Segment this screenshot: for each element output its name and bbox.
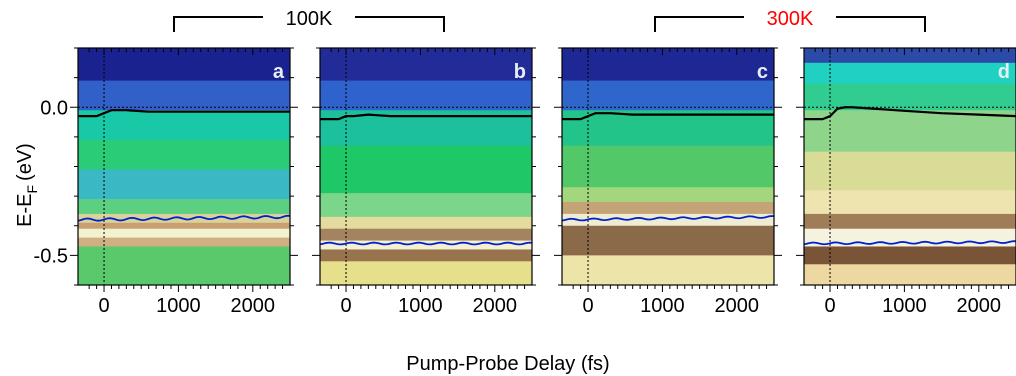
intensity-band (562, 145, 774, 188)
intensity-band (804, 83, 1016, 111)
x-tick-label: 0 (824, 295, 835, 317)
y-axis-title-main: E-E (14, 194, 36, 227)
band-energy-curve (561, 215, 775, 222)
bracket-300K: 300K (654, 8, 926, 32)
x-tick-label: 0 (340, 295, 351, 317)
heatmap-b (320, 48, 532, 285)
intensity-band (320, 193, 532, 218)
x-tick-label: 1000 (882, 295, 927, 317)
intensity-band (320, 261, 532, 285)
intensity-band (78, 237, 290, 248)
intensity-band (320, 216, 532, 230)
panel-letter: c (757, 61, 768, 83)
intensity-band (78, 80, 290, 111)
panel-a: 0 1000 2000 a (70, 47, 298, 317)
y-axis-title: E-EF (eV) (14, 143, 40, 227)
heatmap-c (562, 48, 774, 285)
y-axis-title-unit: (eV) (14, 143, 36, 181)
intensity-band (804, 228, 1016, 248)
intensity-band (320, 228, 532, 242)
intensity-band (562, 213, 774, 227)
intensity-band (804, 48, 1016, 64)
intensity-band (804, 246, 1016, 265)
bracket-left (173, 16, 263, 32)
intensity-band (78, 139, 290, 171)
intensity-band (804, 264, 1016, 285)
panel-d: 0 1000 2000 d (796, 47, 1016, 317)
intensity-band (320, 48, 532, 82)
intensity-band (562, 187, 774, 203)
heatmap-a (78, 48, 290, 285)
intensity-band (562, 110, 774, 147)
temperature-brackets: 100K 300K (173, 8, 926, 32)
bracket-left (654, 16, 744, 32)
intensity-band (562, 48, 774, 82)
intensity-band (562, 225, 774, 256)
intensity-band (562, 80, 774, 111)
intensity-band (320, 240, 532, 251)
intensity-band (78, 110, 290, 141)
intensity-band (804, 110, 1016, 153)
intensity-band (78, 222, 290, 230)
intensity-band (320, 145, 532, 194)
panel-letter: a (273, 61, 285, 83)
peak-energy-curve (78, 109, 290, 118)
peak-energy-curve (320, 113, 532, 121)
x-tick-label: 0 (98, 295, 109, 317)
intensity-band (78, 48, 290, 82)
intensity-band (78, 228, 290, 239)
panel-letter: b (514, 61, 526, 83)
intensity-band (562, 202, 774, 215)
panel-b: 0 1000 2000 b (312, 47, 540, 317)
x-tick-label: 0 (582, 295, 593, 317)
intensity-band (804, 190, 1016, 215)
intensity-band (804, 62, 1016, 85)
panel-letter: d (998, 61, 1010, 83)
peak-energy-curve (804, 106, 1016, 121)
peak-energy-curve (562, 112, 774, 121)
x-tick-label: 2000 (231, 295, 276, 317)
band-energy-curve (803, 240, 1016, 246)
intensity-band (804, 151, 1016, 191)
intensity-band (804, 213, 1016, 230)
bracket-100K: 100K (173, 8, 445, 32)
intensity-band (320, 249, 532, 262)
temperature-label: 100K (286, 8, 333, 30)
x-tick-label: 1000 (398, 295, 443, 317)
bracket-right (355, 16, 445, 32)
heatmap-d (804, 48, 1016, 285)
y-tick-label: 0.0 (40, 97, 68, 119)
x-axis-title: Pump-Probe Delay (fs) (406, 353, 609, 375)
intensity-band (78, 199, 290, 215)
bracket-right (836, 16, 926, 32)
y-axis-title-subscript: F (24, 185, 40, 194)
temperature-label: 300K (767, 8, 814, 30)
x-tick-label: 2000 (957, 295, 1002, 317)
x-tick-label: 2000 (715, 295, 760, 317)
x-tick-label: 1000 (640, 295, 685, 317)
band-energy-curve (77, 214, 291, 222)
y-tick-label: -0.5 (34, 245, 68, 267)
heatmap-panels: 0 1000 2000 a 0 1000 2000 b 0 1000 2000 c 0 1000 2000 d… (34, 47, 1016, 317)
x-tick-label: 2000 (473, 295, 518, 317)
x-tick-label: 1000 (156, 295, 201, 317)
panel-c: 0 1000 2000 c (554, 47, 782, 317)
intensity-band (562, 255, 774, 285)
intensity-band (320, 80, 532, 111)
axis-titles: Pump-Probe Delay (fs) E-EF (eV) (14, 143, 610, 375)
intensity-band (78, 169, 290, 200)
band-energy-curve (319, 241, 533, 246)
intensity-band (78, 246, 290, 285)
